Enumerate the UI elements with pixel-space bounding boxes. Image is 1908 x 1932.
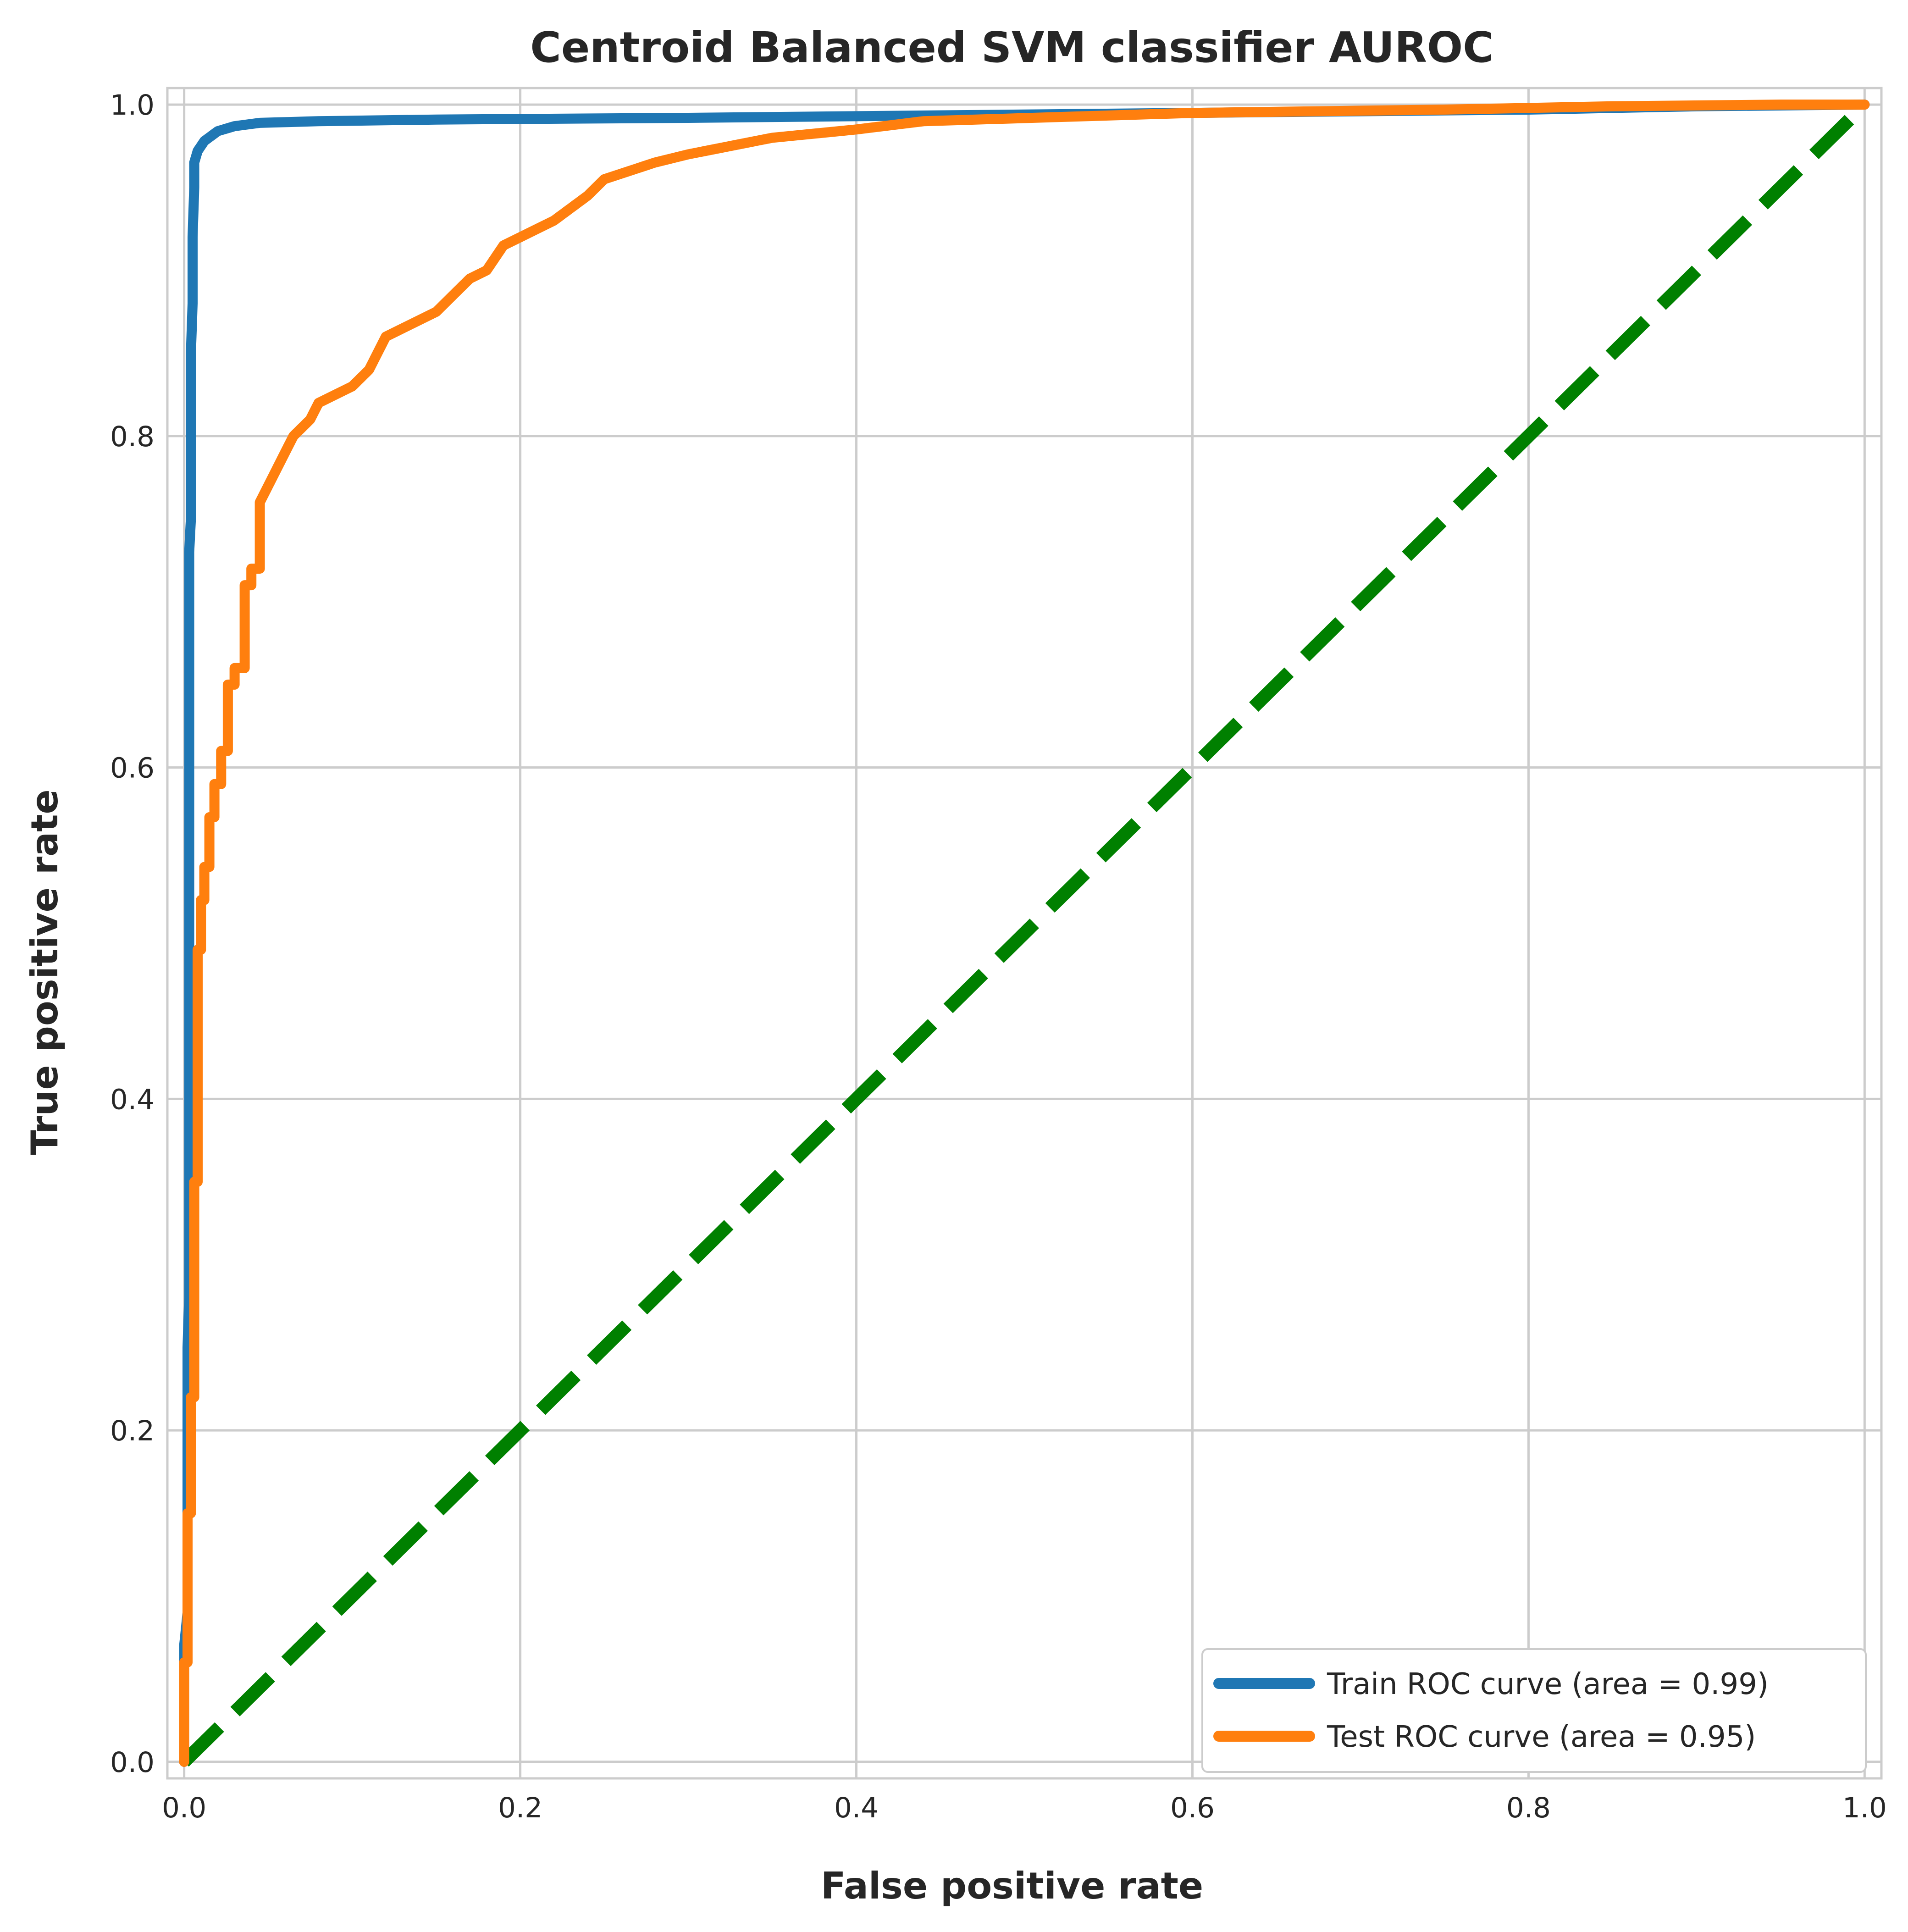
chart-title: Centroid Balanced SVM classifier AUROC xyxy=(530,23,1493,72)
y-tick-label: 1.0 xyxy=(110,89,155,122)
y-tick-label: 0.0 xyxy=(110,1746,155,1779)
y-tick-label: 0.4 xyxy=(110,1083,155,1116)
series-layer xyxy=(179,100,1870,1767)
test-roc-curve xyxy=(179,100,1870,1767)
legend-box xyxy=(1201,1648,1867,1773)
x-tick-label: 0.8 xyxy=(1506,1792,1551,1824)
x-tick-label: 0.2 xyxy=(498,1792,542,1824)
x-tick-label: 0.4 xyxy=(834,1792,879,1824)
grid-layer xyxy=(167,88,1881,1778)
chance-diagonal-line xyxy=(179,100,1869,1767)
y-tick-label: 0.6 xyxy=(110,752,155,785)
y-axis-label: True positive rate xyxy=(23,789,66,1155)
legend-label-test: Test ROC curve (area = 0.95) xyxy=(1327,1720,1756,1754)
tick-layer: 0.0 0.2 0.4 0.6 0.8 1.0 0.0 0.2 0.4 0.6 0.8 1.0 xyxy=(110,89,1887,1824)
legend-label-train: Train ROC curve (area = 0.99) xyxy=(1327,1667,1769,1701)
legend: Train ROC curve (area = 0.99) Test ROC c… xyxy=(1201,1648,1867,1773)
plot-frame xyxy=(166,87,1883,1780)
x-axis-label: False positive rate xyxy=(821,1865,1203,1907)
x-tick-label: 0.6 xyxy=(1170,1792,1215,1824)
x-tick-label: 1.0 xyxy=(1842,1792,1887,1824)
y-tick-label: 0.2 xyxy=(110,1415,155,1447)
y-tick-label: 0.8 xyxy=(110,421,155,453)
x-tick-label: 0.0 xyxy=(162,1792,206,1824)
